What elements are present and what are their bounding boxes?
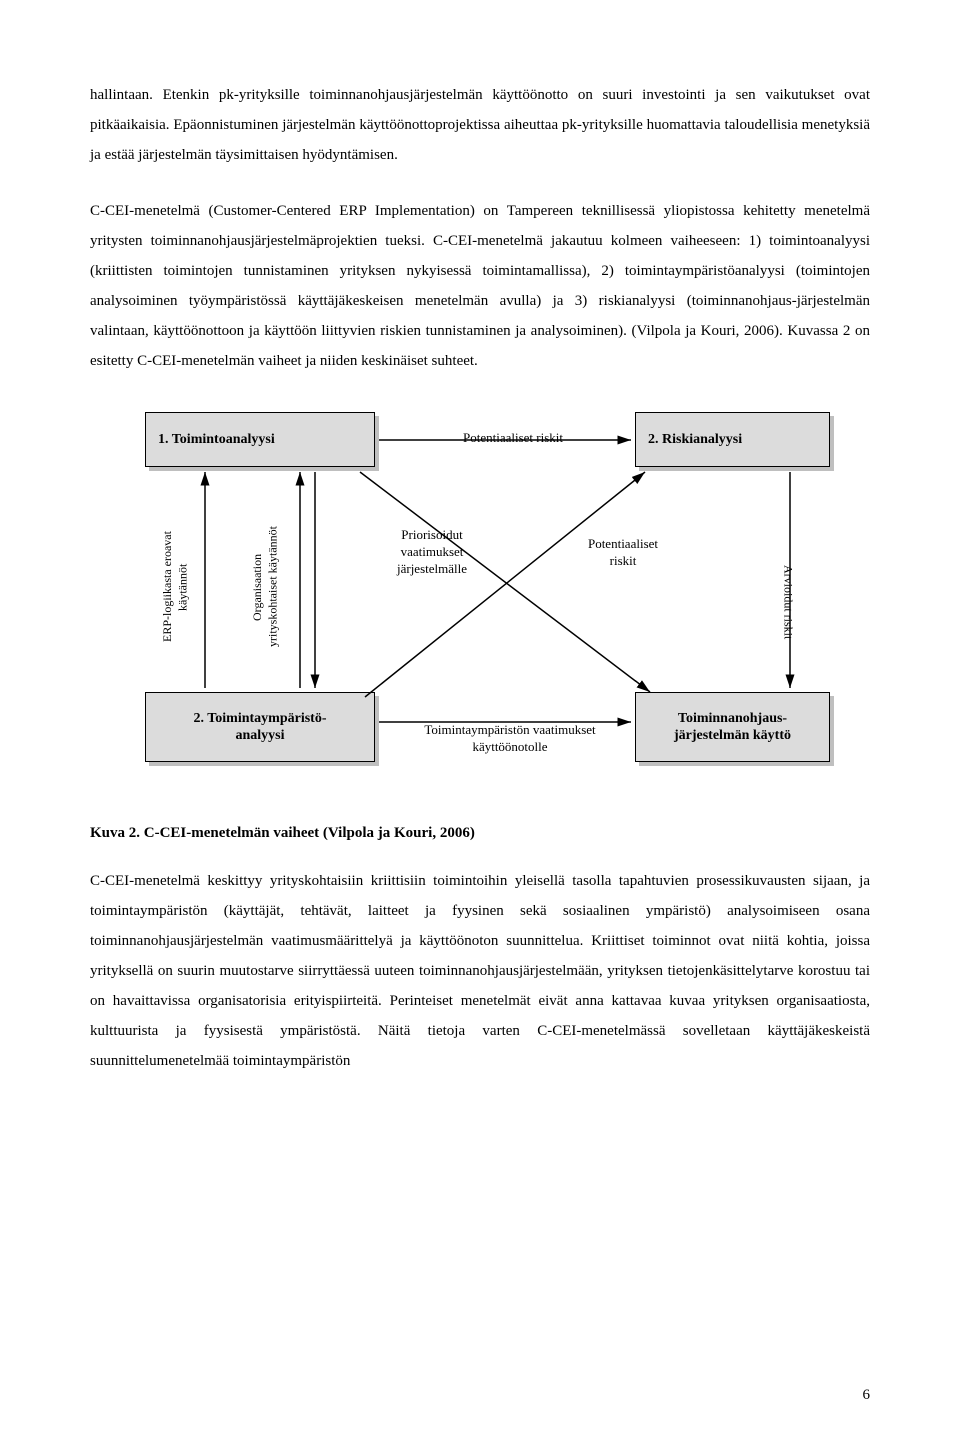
figure-caption: Kuva 2. C-CEI-menetelmän vaiheet (Vilpol… (90, 818, 870, 848)
paragraph-2: C-CEI-menetelmä (Customer-Centered ERP I… (90, 196, 870, 376)
diagram-arrows (90, 402, 870, 802)
ccei-diagram: 1. Toimintoanalyysi 2. Riskianalyysi 2. … (90, 402, 870, 802)
paragraph-1: hallintaan. Etenkin pk-yrityksille toimi… (90, 80, 870, 170)
paragraph-3: C-CEI-menetelmä keskittyy yrityskohtaisi… (90, 866, 870, 1076)
page-number: 6 (863, 1380, 871, 1410)
